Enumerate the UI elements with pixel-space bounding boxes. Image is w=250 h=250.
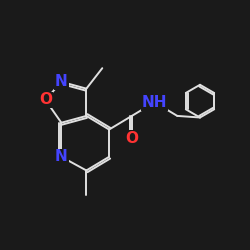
Text: N: N xyxy=(55,149,68,164)
Text: N: N xyxy=(55,74,68,89)
Text: O: O xyxy=(125,131,138,146)
Text: O: O xyxy=(39,92,52,108)
Text: NH: NH xyxy=(142,95,167,110)
